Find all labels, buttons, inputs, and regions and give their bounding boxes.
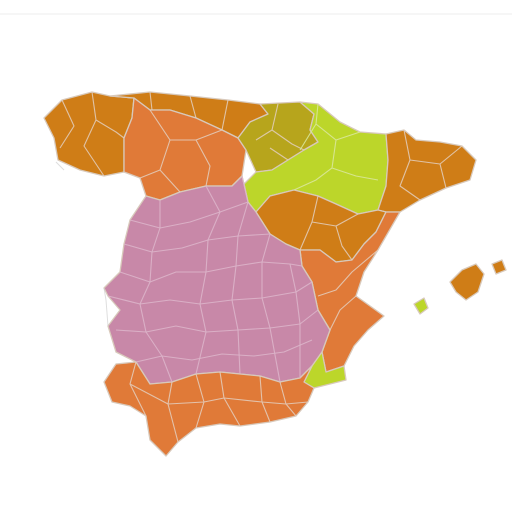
province-boundaries xyxy=(59,91,463,443)
west-coast-outline xyxy=(55,161,109,327)
region-menorca[interactable] xyxy=(491,259,507,275)
region-andalusia[interactable] xyxy=(103,361,315,457)
region-mallorca[interactable] xyxy=(449,263,485,301)
region-ibiza[interactable] xyxy=(413,297,429,315)
region-catalonia[interactable] xyxy=(377,129,477,213)
